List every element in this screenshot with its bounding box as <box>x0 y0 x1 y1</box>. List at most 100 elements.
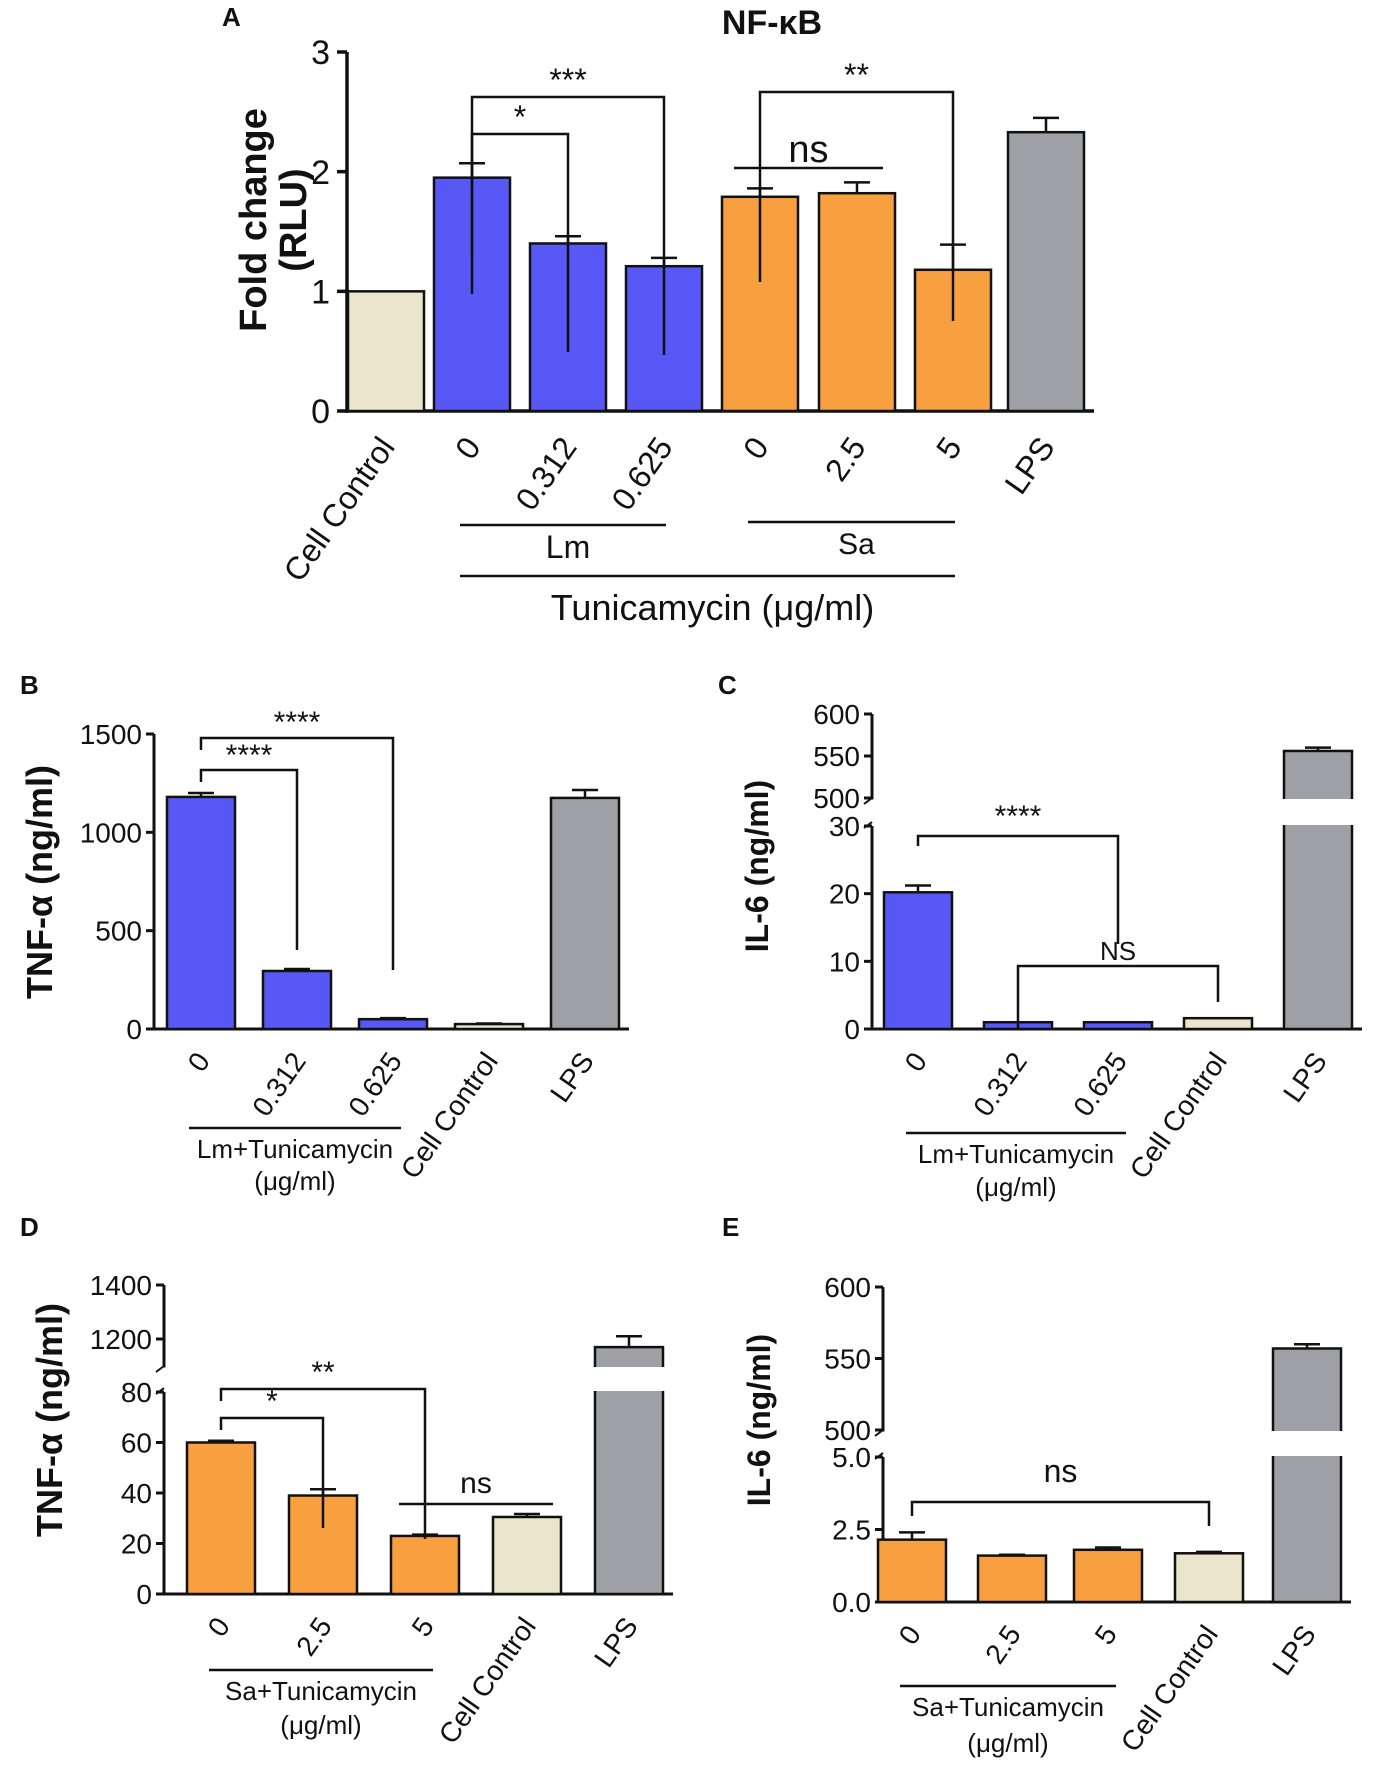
y-tick-label: 10 <box>829 946 860 977</box>
significance-label: ns <box>788 129 828 171</box>
y-tick-label: 500 <box>95 916 142 947</box>
bar-break-gap <box>1281 799 1355 825</box>
group-label: Lm+Tunicamycin <box>197 1134 393 1164</box>
x-category-label: Cell Control <box>1124 1047 1233 1185</box>
y-tick-label: 0.0 <box>832 1587 871 1618</box>
y-tick-label: 0 <box>136 1579 152 1610</box>
y-tick-label: 1400 <box>90 1270 152 1301</box>
y-tick-label: 0 <box>126 1014 142 1045</box>
y-tick-label: 600 <box>813 699 860 730</box>
y-axis-label-line2: (RLU) <box>273 168 315 271</box>
significance-label: ns <box>460 1467 492 1500</box>
bar-d-2 <box>389 1534 461 1596</box>
x-category-label: 5 <box>1089 1620 1123 1651</box>
y-axis-label: TNF-α (ng/ml) <box>19 765 60 999</box>
y-tick-label: 500 <box>824 1415 871 1446</box>
x-category-label: 0.625 <box>1067 1047 1133 1122</box>
group-label: Sa+Tunicamycin <box>912 1692 1104 1722</box>
bar-c-3 <box>1182 1016 1254 1031</box>
significance-bracket <box>470 95 666 355</box>
x-category-label: 0 <box>182 1047 216 1078</box>
significance-bracket <box>199 768 299 950</box>
significance-bracket <box>916 834 1120 944</box>
bar-b-3 <box>453 1022 525 1031</box>
significance-label: ns <box>1044 1453 1078 1489</box>
significance-label: ** <box>311 1356 335 1389</box>
x-category-label: LPS <box>544 1047 600 1108</box>
x-category-label: 2.5 <box>818 430 873 487</box>
significance-label: * <box>266 1385 278 1418</box>
bar-e-0 <box>876 1538 948 1604</box>
x-category-label: 0.625 <box>342 1047 408 1122</box>
significance-label: **** <box>226 739 273 772</box>
x-category-label: Cell Control <box>433 1612 542 1750</box>
group-label: Sa+Tunicamycin <box>225 1676 417 1706</box>
y-tick-label: 20 <box>829 879 860 910</box>
bar-b-2 <box>357 1017 429 1031</box>
bar-b-0 <box>165 795 237 1031</box>
bar-e-1 <box>976 1554 1048 1604</box>
significance-label: ** <box>844 57 869 93</box>
x-category-label: 0.312 <box>246 1047 312 1122</box>
y-tick-label: 550 <box>813 741 860 772</box>
y-tick-label: 20 <box>121 1529 152 1560</box>
y-tick-label: 1200 <box>90 1324 152 1355</box>
bar-c-2 <box>1082 1020 1154 1031</box>
significance-label: **** <box>995 800 1042 833</box>
y-tick-label: 0 <box>844 1014 860 1045</box>
x-category-label: 0.312 <box>967 1047 1033 1122</box>
axis-break-mark <box>874 1429 884 1460</box>
group-label-units: (μg/ml) <box>254 1166 335 1196</box>
bar-a-5 <box>817 191 897 413</box>
y-tick-label: 1000 <box>80 817 142 848</box>
bar-b-1 <box>261 969 333 1031</box>
bar-d-3 <box>491 1515 563 1596</box>
significance-bracket <box>910 1500 1211 1526</box>
x-category-label: 0 <box>893 1620 927 1651</box>
axis-break-mark <box>863 797 873 829</box>
y-axis-label-line1: Fold change <box>233 108 275 332</box>
x-category-label: 0 <box>736 430 776 465</box>
bar-break-gap <box>1270 1431 1344 1456</box>
y-tick-label: 80 <box>121 1377 152 1408</box>
y-tick-label: 40 <box>121 1478 152 1509</box>
y-tick-label: 3 <box>311 34 330 72</box>
significance-label: * <box>514 99 526 135</box>
group-label: Tunicamycin (μg/ml) <box>551 587 874 628</box>
y-axis-label: IL-6 (ng/ml) <box>739 780 775 952</box>
x-category-label: 0 <box>899 1047 933 1078</box>
significance-bracket <box>1016 964 1220 1030</box>
bar-e-4 <box>1271 1347 1343 1604</box>
group-label-units: (μg/ml) <box>280 1710 361 1740</box>
bar-c-0 <box>882 891 954 1031</box>
group-label: Sa <box>838 528 875 561</box>
significance-bracket <box>219 1416 325 1528</box>
y-tick-label: 60 <box>121 1428 152 1459</box>
y-tick-label: 1500 <box>80 719 142 750</box>
x-category-label: Cell Control <box>1115 1620 1224 1758</box>
x-category-label: LPS <box>1266 1620 1322 1681</box>
panel-label: A <box>222 2 241 32</box>
panel-label: E <box>722 1212 739 1242</box>
y-tick-label: 2 <box>311 154 330 192</box>
x-category-label: 5 <box>929 430 969 465</box>
y-tick-label: 600 <box>824 1272 871 1303</box>
bar-e-3 <box>1173 1552 1245 1604</box>
x-category-label: LPS <box>588 1612 644 1673</box>
y-axis-label: TNF-α (ng/ml) <box>29 1303 70 1537</box>
x-category-label: Cell Control <box>395 1047 504 1185</box>
significance-label: *** <box>549 62 586 98</box>
group-label: Lm <box>546 529 590 565</box>
significance-label: NS <box>1100 936 1136 966</box>
significance-bracket <box>199 736 395 970</box>
y-tick-label: 0 <box>311 393 330 431</box>
bar-b-4 <box>549 796 621 1031</box>
x-category-label: LPS <box>1277 1047 1333 1108</box>
y-tick-label: 30 <box>829 811 860 842</box>
y-tick-label: 2.5 <box>832 1515 871 1546</box>
x-category-label: LPS <box>998 430 1062 500</box>
x-category-label: Cell Control <box>276 430 401 588</box>
panel-label: C <box>718 670 737 700</box>
bar-d-0 <box>185 1441 257 1596</box>
